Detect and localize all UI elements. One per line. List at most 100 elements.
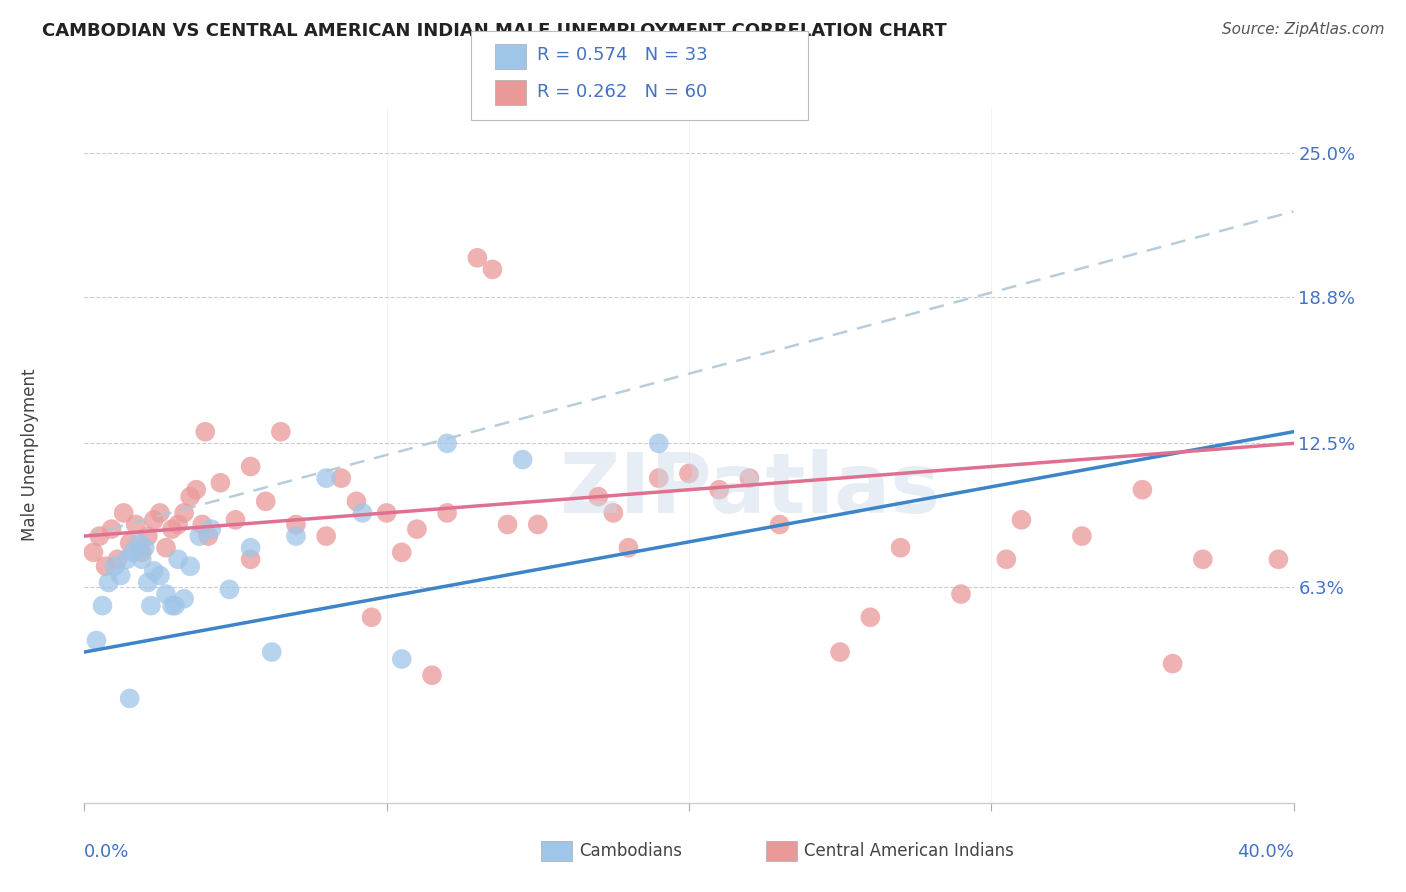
Point [82,545,104,559]
Point [149,568,172,582]
Point [118,536,141,550]
Text: ZIPatlas: ZIPatlas [560,450,939,530]
Point [139,599,162,613]
Point [197,529,219,543]
Point [136,529,159,543]
Point [239,552,262,566]
Point [100,522,122,536]
Point [950,587,973,601]
Point [512,452,534,467]
Point [179,559,201,574]
Point [352,506,374,520]
Point [89,529,111,543]
Point [527,517,550,532]
Point [995,552,1018,566]
Point [186,483,208,497]
Point [436,436,458,450]
Point [121,545,143,559]
Point [160,599,183,613]
Point [709,483,731,497]
Point [467,251,489,265]
Point [136,575,159,590]
Point [104,559,127,574]
Point [200,522,222,536]
Point [1161,657,1184,671]
Point [188,529,211,543]
Point [375,506,398,520]
Point [360,610,382,624]
Point [284,529,308,543]
Point [131,552,153,566]
Point [91,599,114,613]
Point [128,536,150,550]
Point [155,587,177,601]
Point [602,506,624,520]
Point [160,522,183,536]
Point [167,517,190,532]
Point [830,645,852,659]
Point [165,599,187,613]
Point [194,425,217,439]
Text: Source: ZipAtlas.com: Source: ZipAtlas.com [1222,22,1385,37]
Point [115,552,138,566]
Point [97,575,120,590]
Point [131,545,153,559]
Point [94,559,117,574]
Point [647,436,671,450]
Point [110,568,132,582]
Point [134,541,156,555]
Point [142,564,165,578]
Point [1010,513,1032,527]
Point [647,471,671,485]
Point [346,494,368,508]
Point [173,591,195,606]
Point [191,517,214,532]
Point [496,517,519,532]
Point [330,471,353,485]
Point [436,506,458,520]
Point [118,691,141,706]
Point [167,552,190,566]
Point [315,529,337,543]
Text: Central American Indians: Central American Indians [804,842,1014,860]
Point [1192,552,1215,566]
Point [1130,483,1153,497]
Text: CAMBODIAN VS CENTRAL AMERICAN INDIAN MALE UNEMPLOYMENT CORRELATION CHART: CAMBODIAN VS CENTRAL AMERICAN INDIAN MAL… [42,22,946,40]
Point [1071,529,1094,543]
Point [149,506,172,520]
Point [107,552,129,566]
Point [86,633,108,648]
Point [260,645,283,659]
Point [859,610,882,624]
Point [179,490,201,504]
Text: Male Unemployment: Male Unemployment [21,368,39,541]
Text: 40.0%: 40.0% [1237,843,1294,861]
Point [284,517,308,532]
Point [769,517,792,532]
Point [481,262,503,277]
Text: R = 0.262   N = 60: R = 0.262 N = 60 [537,83,707,101]
Text: Cambodians: Cambodians [579,842,682,860]
Point [315,471,337,485]
Point [142,513,165,527]
Point [125,517,148,532]
Point [738,471,761,485]
Point [391,652,413,666]
Point [420,668,443,682]
Point [155,541,177,555]
Point [218,582,240,597]
Point [391,545,413,559]
Point [588,490,610,504]
Point [1267,552,1289,566]
Point [209,475,232,490]
Point [173,506,195,520]
Point [270,425,292,439]
Point [678,467,700,481]
Point [617,541,640,555]
Point [406,522,429,536]
Point [254,494,277,508]
Text: 0.0%: 0.0% [84,843,129,861]
Point [890,541,912,555]
Point [239,459,262,474]
Point [225,513,247,527]
